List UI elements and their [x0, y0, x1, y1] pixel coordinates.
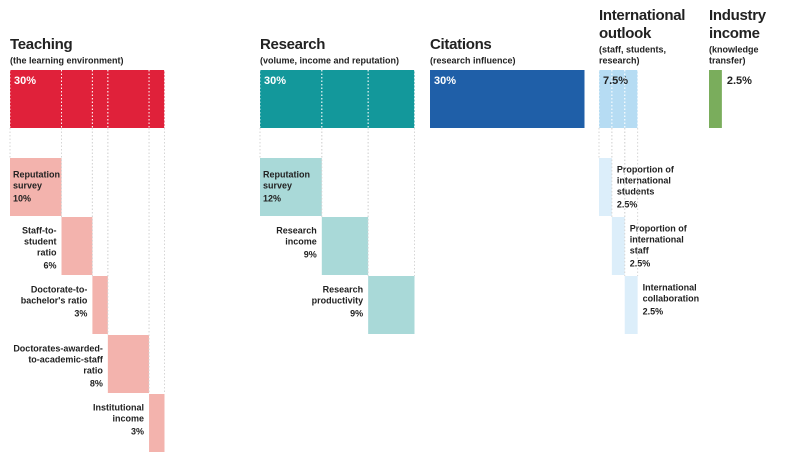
pillar-subtitle: (knowledge [709, 44, 759, 54]
part-label: Proportion of [630, 223, 688, 233]
pillar-title: Citations [430, 36, 491, 53]
part-label: students [617, 186, 655, 196]
part-label: Doctorates-awarded- [13, 343, 103, 353]
part-label: Proportion of [617, 164, 675, 174]
pillar-bar [10, 70, 165, 128]
part-weight: 9% [304, 249, 317, 259]
pillar-title: International [599, 7, 685, 24]
pillar-bar [709, 70, 722, 128]
part-label: Reputation [13, 169, 60, 179]
part-label: ratio [83, 365, 103, 375]
part-bar [92, 276, 108, 334]
part-bar [624, 276, 638, 334]
part-label: Research [276, 225, 317, 235]
part-label: Staff-to- [22, 225, 57, 235]
pillar-subtitle: (the learning environment) [10, 55, 124, 65]
pillar-subtitle: transfer) [709, 55, 746, 65]
pillar-title: outlook [599, 25, 652, 42]
part-weight: 3% [74, 308, 87, 318]
part-bar [61, 217, 93, 275]
part-label: Institutional [93, 402, 144, 412]
part-weight: 2.5% [617, 199, 638, 209]
pillar-weight: 30% [264, 75, 286, 87]
part-label: collaboration [643, 293, 700, 303]
pillar-weight: 2.5% [727, 75, 752, 87]
pillar-subtitle: (volume, income and reputation) [260, 55, 399, 65]
pillar-weight: 7.5% [603, 75, 628, 87]
part-label: international [617, 175, 671, 185]
part-weight: 9% [350, 308, 363, 318]
part-label: ratio [37, 247, 57, 257]
pillar-title: income [709, 25, 760, 42]
part-label: productivity [312, 295, 364, 305]
part-bar [107, 335, 150, 393]
part-label: survey [263, 180, 292, 190]
pillar-bar [430, 70, 585, 128]
pillar-weight: 30% [14, 75, 36, 87]
part-weight: 8% [90, 378, 103, 388]
pillar-title: Industry [709, 7, 767, 24]
pillar-subtitle: (staff, students, [599, 44, 666, 54]
pillar-weight: 30% [434, 75, 456, 87]
part-weight: 6% [43, 260, 56, 270]
part-label: bachelor's ratio [21, 295, 88, 305]
part-label: income [285, 236, 317, 246]
part-bar [10, 158, 62, 216]
pillar-title: Research [260, 36, 325, 53]
part-label: Research [323, 284, 364, 294]
part-label: income [113, 413, 145, 423]
part-weight: 2.5% [630, 258, 651, 268]
part-label: survey [13, 180, 42, 190]
pillar-subtitle: (research influence) [430, 55, 516, 65]
pillar-title: Teaching [10, 36, 72, 53]
part-weight: 3% [131, 426, 144, 436]
part-label: student [24, 236, 57, 246]
part-bar [611, 217, 625, 275]
pillar-subtitle: research) [599, 55, 640, 65]
pillar-bar [260, 70, 415, 128]
part-bar [368, 276, 415, 334]
part-weight: 10% [13, 193, 31, 203]
part-bar [321, 217, 369, 275]
pillar-bar [599, 70, 638, 128]
part-bar [599, 158, 612, 216]
part-label: International [643, 282, 697, 292]
part-label: Reputation [263, 169, 310, 179]
part-weight: 12% [263, 193, 281, 203]
part-label: Doctorate-to- [31, 284, 88, 294]
part-label: to-academic-staff [28, 354, 104, 364]
part-weight: 2.5% [643, 306, 664, 316]
part-bar [260, 158, 322, 216]
part-label: international [630, 234, 684, 244]
part-bar [149, 394, 165, 452]
part-label: staff [630, 245, 650, 255]
